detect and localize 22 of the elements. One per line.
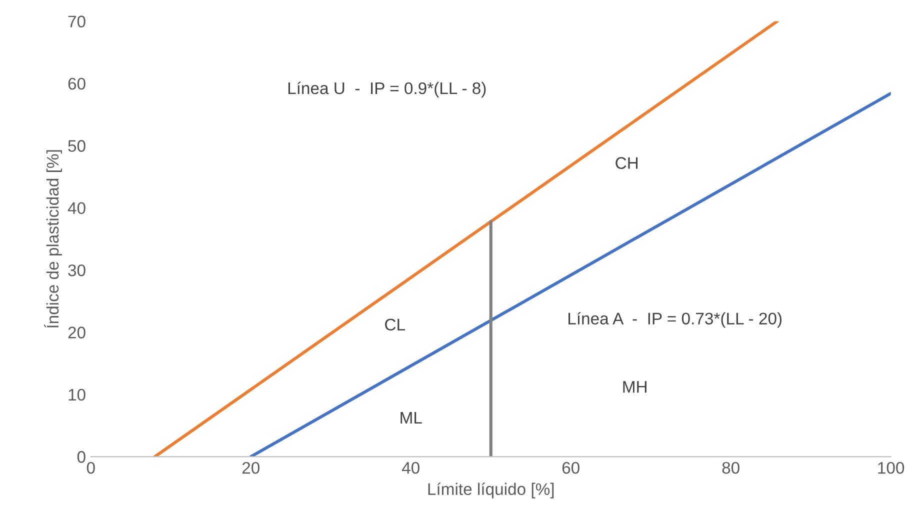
y-tick-label: 10 <box>68 388 86 401</box>
x-tick-label: 40 <box>402 462 420 474</box>
annotation: Línea U - IP = 0.9*(LL - 8) <box>288 82 486 98</box>
annotation: CH <box>616 157 638 169</box>
x-tick-label: 80 <box>722 462 740 474</box>
y-tick-label: 70 <box>68 16 86 28</box>
y-tick-label: 60 <box>68 78 86 90</box>
y-tick-label: 0 <box>77 451 86 463</box>
annotation: CL <box>385 318 405 331</box>
y-tick-label: 50 <box>68 140 86 152</box>
annotation: ML <box>400 412 422 424</box>
x-tick-label: 100 <box>878 462 904 474</box>
y-tick-label: 30 <box>68 264 86 276</box>
x-axis-title: Límite líquido [%] <box>428 482 554 498</box>
annotation: Línea A - IP = 0.73*(LL - 20) <box>568 312 782 328</box>
annotation: MH <box>623 381 646 393</box>
x-tick-label: 0 <box>86 462 95 474</box>
x-tick-label: 20 <box>242 462 260 474</box>
x-tick-label: 60 <box>562 462 580 474</box>
y-tick-label: 40 <box>68 202 86 214</box>
y-tick-label: 20 <box>68 326 86 338</box>
y-axis-title: Índice de plasticidad [%] <box>44 150 62 328</box>
